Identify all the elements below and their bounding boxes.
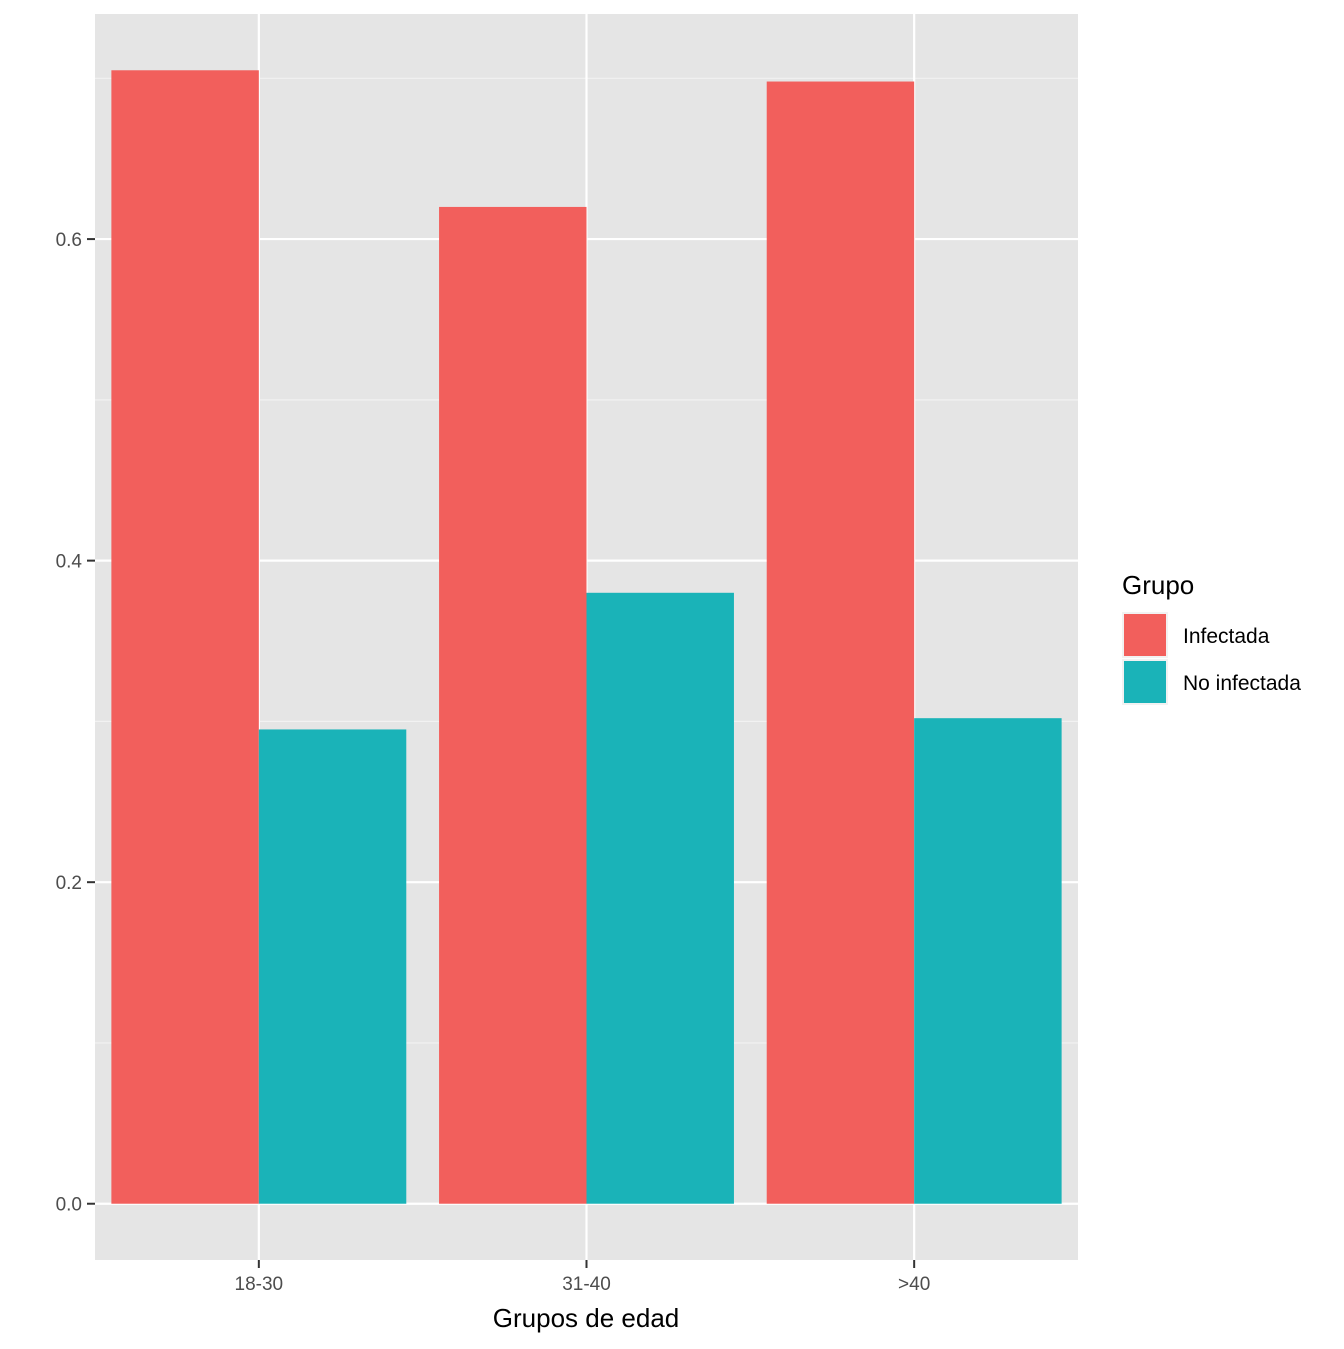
bar: [439, 206, 587, 1204]
x-tick-label: 18-30: [235, 1274, 284, 1295]
y-tick-label: 0.6: [56, 230, 82, 251]
y-axis: 0.0 0.2 0.4 0.6: [56, 230, 95, 1216]
bar: [258, 729, 407, 1204]
x-tick-label: >40: [898, 1274, 930, 1295]
legend-label: No infectada: [1183, 672, 1301, 695]
y-tick-label: 0.0: [56, 1195, 82, 1216]
legend-swatch: [1124, 661, 1166, 703]
bar: [111, 70, 259, 1204]
x-axis-title: Grupos de edad: [493, 1303, 679, 1333]
legend-swatch: [1124, 614, 1166, 656]
y-tick-label: 0.2: [56, 873, 82, 894]
bar: [766, 81, 915, 1204]
legend-label: Infectada: [1183, 625, 1270, 648]
bar: [914, 718, 1062, 1204]
x-tick-label: 31-40: [562, 1274, 611, 1295]
x-axis: 18-30 31-40 >40: [235, 1260, 930, 1295]
legend: Grupo Infectada No infectada: [1122, 570, 1301, 705]
bars: [111, 70, 1062, 1204]
bar: [586, 592, 734, 1204]
y-tick-label: 0.4: [56, 552, 83, 573]
legend-title: Grupo: [1122, 570, 1194, 600]
